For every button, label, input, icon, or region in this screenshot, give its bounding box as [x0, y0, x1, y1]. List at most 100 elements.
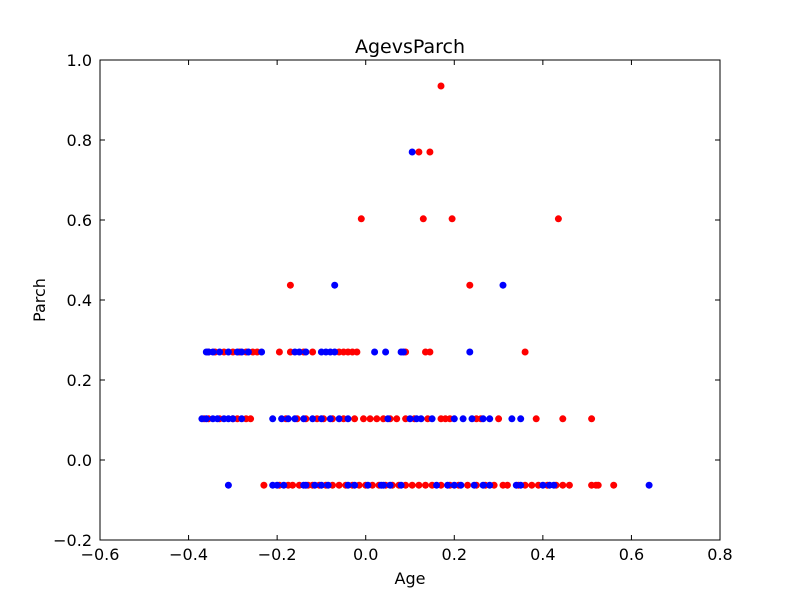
- data-point: [295, 348, 303, 356]
- data-point: [335, 481, 343, 489]
- x-tick-label: 0.2: [442, 545, 467, 564]
- data-point: [415, 481, 423, 489]
- data-point: [213, 415, 221, 423]
- data-point: [448, 215, 456, 223]
- data-point: [486, 481, 494, 489]
- chart-title: AgevsParch: [355, 36, 465, 58]
- data-point: [244, 348, 252, 356]
- data-point: [258, 348, 266, 356]
- data-point: [517, 415, 525, 423]
- data-point: [269, 415, 277, 423]
- data-point: [645, 481, 653, 489]
- x-tick-label: 0.4: [530, 545, 555, 564]
- data-point: [275, 348, 283, 356]
- data-point: [422, 481, 429, 489]
- data-point: [278, 415, 286, 423]
- data-point: [406, 415, 414, 423]
- x-tick-label: 0.6: [619, 545, 644, 564]
- data-point: [419, 215, 427, 223]
- data-point: [495, 415, 503, 423]
- data-point: [317, 481, 325, 489]
- data-point: [459, 415, 467, 423]
- data-point: [311, 481, 319, 489]
- data-point: [528, 481, 536, 489]
- data-point: [486, 415, 494, 423]
- data-point: [588, 415, 596, 423]
- x-axis-label: Age: [395, 569, 426, 588]
- data-point: [302, 348, 310, 356]
- data-point: [499, 281, 507, 289]
- data-point: [291, 415, 299, 423]
- y-tick-label: 0.0: [67, 451, 92, 470]
- data-point: [428, 415, 436, 423]
- data-point: [426, 148, 434, 156]
- data-point: [503, 481, 511, 489]
- data-point: [373, 415, 381, 423]
- data-point: [532, 415, 540, 423]
- x-tick-label: −0.4: [169, 545, 208, 564]
- data-point: [554, 215, 562, 223]
- data-point: [229, 415, 237, 423]
- data-point: [379, 481, 387, 489]
- data-point: [335, 415, 343, 423]
- data-point: [457, 481, 465, 489]
- data-point: [326, 415, 334, 423]
- data-point: [517, 481, 525, 489]
- data-point: [224, 481, 232, 489]
- data-point: [426, 348, 434, 356]
- y-tick-label: 1.0: [67, 51, 92, 70]
- data-point: [382, 348, 390, 356]
- data-point: [479, 415, 487, 423]
- data-point: [479, 481, 487, 489]
- data-point: [559, 481, 567, 489]
- data-point: [444, 481, 452, 489]
- x-tick-label: 0.8: [707, 545, 732, 564]
- data-point: [309, 415, 317, 423]
- data-point: [399, 348, 407, 356]
- data-point: [238, 348, 246, 356]
- data-point: [284, 415, 292, 423]
- data-point: [353, 348, 361, 356]
- data-point: [464, 481, 472, 489]
- data-point: [247, 415, 255, 423]
- x-tick-label: −0.2: [258, 545, 297, 564]
- data-point: [286, 281, 294, 289]
- data-point: [300, 415, 308, 423]
- x-tick-label: −0.6: [81, 545, 120, 564]
- data-point: [289, 481, 297, 489]
- data-point: [209, 348, 217, 356]
- points-layer: [198, 82, 653, 489]
- data-point: [508, 415, 516, 423]
- data-point: [559, 415, 567, 423]
- data-point: [216, 348, 224, 356]
- y-tick-label: 0.8: [67, 131, 92, 150]
- y-tick-label: 0.6: [67, 211, 92, 230]
- data-point: [610, 481, 618, 489]
- data-point: [360, 415, 367, 423]
- data-point: [550, 481, 558, 489]
- y-tick-label: 0.2: [67, 371, 92, 390]
- data-point: [468, 415, 476, 423]
- ticks-layer: −0.6 −0.4 −0.2 0.0 0.2 0.4 0.6 0.8 −0.2 0.0 0.2 0.4…: [53, 51, 733, 564]
- data-point: [397, 481, 405, 489]
- y-tick-label: 0.4: [67, 291, 92, 310]
- data-point: [344, 481, 352, 489]
- data-point: [324, 481, 332, 489]
- data-point: [386, 481, 394, 489]
- y-axis-label: Parch: [30, 278, 49, 322]
- data-point: [594, 481, 602, 489]
- data-point: [202, 415, 210, 423]
- data-point: [371, 348, 379, 356]
- data-point: [433, 481, 441, 489]
- data-point: [238, 415, 246, 423]
- data-point: [224, 348, 232, 356]
- data-point: [408, 148, 416, 156]
- data-point: [470, 481, 478, 489]
- data-point: [364, 481, 372, 489]
- data-point: [565, 481, 573, 489]
- data-point: [331, 281, 339, 289]
- data-point: [417, 415, 425, 423]
- data-point: [351, 415, 359, 423]
- data-point: [415, 148, 423, 156]
